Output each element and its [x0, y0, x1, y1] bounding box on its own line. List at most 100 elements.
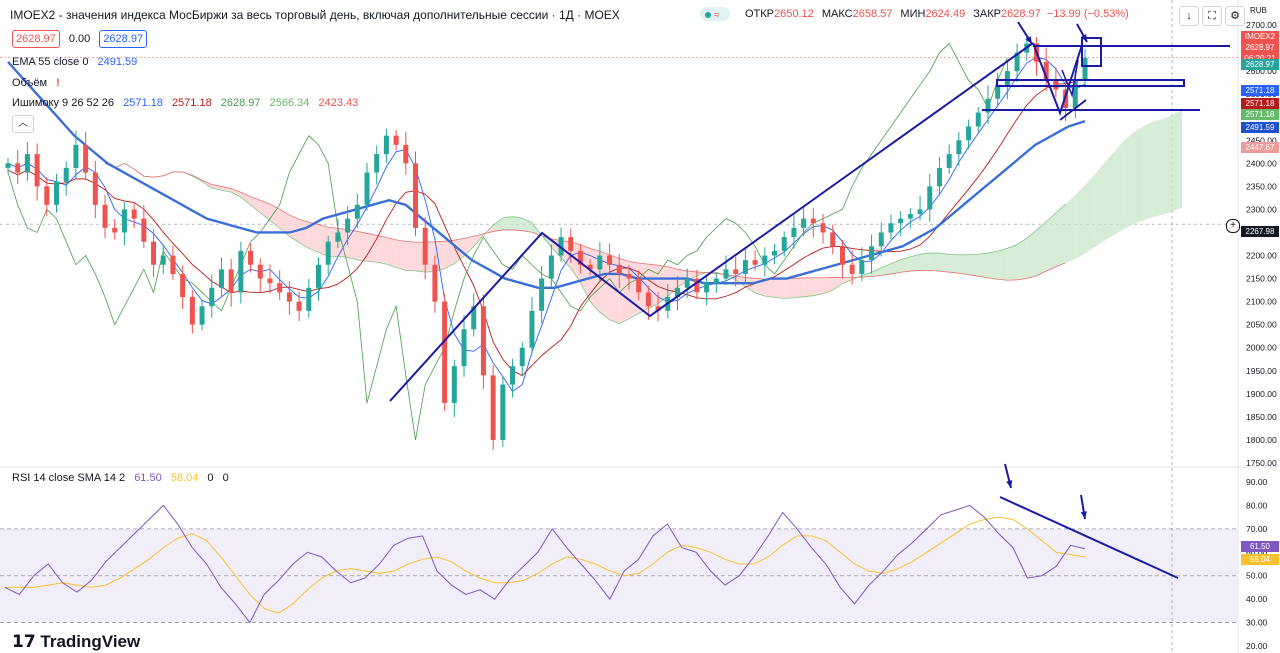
price-tick-label: 1750.00	[1246, 458, 1277, 468]
candle-body	[587, 264, 593, 270]
ichimoku-cloud-segment	[871, 267, 882, 277]
ichimoku-legend[interactable]: Ишимоку 9 26 52 26 2571.18 2571.18 2628.…	[12, 97, 364, 109]
candle-body	[248, 250, 254, 265]
rsi-value: 61.50	[134, 472, 162, 484]
candle-body	[24, 154, 30, 173]
ema-value: 2491.59	[97, 56, 138, 68]
ichimoku-cloud-segment	[1007, 244, 1018, 281]
low-value: 2624.49	[925, 8, 966, 20]
ichimoku-cloud-segment	[357, 231, 367, 262]
ichimoku-cloud-segment	[1162, 115, 1173, 215]
ichimoku-cloud-segment	[987, 251, 998, 280]
candle-body	[655, 306, 661, 311]
price-tick-label: 2400.00	[1246, 158, 1277, 168]
add-alert-plus-icon[interactable]: +	[1226, 219, 1240, 233]
ichimoku-cloud-segment	[1065, 195, 1076, 263]
candle-body	[160, 255, 166, 265]
volume-legend[interactable]: Объём !	[12, 77, 66, 89]
candle-body	[422, 227, 428, 265]
ichimoku-chikou: 2628.97	[220, 97, 261, 109]
price-tick-label: 2350.00	[1246, 181, 1277, 191]
ichimoku-cloud-segment	[221, 186, 232, 193]
candle-body	[510, 366, 516, 385]
candle-body	[432, 264, 438, 302]
ichimoku-cloud-segment	[260, 200, 270, 221]
candle-body	[684, 278, 690, 288]
candle-body	[15, 163, 21, 173]
currency-label: RUB	[1250, 6, 1267, 15]
price-tag: 2571.18	[1241, 98, 1279, 109]
candle-body	[529, 310, 535, 348]
candle-body	[742, 260, 748, 274]
candle-body	[1043, 61, 1049, 81]
price-tick-label: 2600.00	[1246, 66, 1277, 76]
ichimoku-cloud-segment	[803, 277, 814, 297]
ichimoku-cloud-segment	[813, 277, 824, 296]
support-slope-line	[1059, 99, 1087, 121]
ichimoku-cloud-segment	[881, 263, 891, 276]
candle-body	[54, 181, 60, 205]
tenkan-line	[7, 56, 1086, 393]
open-value: 2650.12	[774, 8, 814, 20]
price-tick-label: 2050.00	[1246, 320, 1277, 330]
price-tag: 2628.97	[1241, 59, 1279, 70]
ichimoku-cloud-segment	[396, 239, 406, 271]
arrow-down-icon[interactable]: ↓	[1179, 6, 1199, 26]
fullscreen-icon[interactable]: ⛶	[1202, 6, 1222, 26]
ichimoku-cloud-segment	[949, 254, 959, 274]
ask-box[interactable]: 2628.97	[99, 30, 148, 48]
candle-body	[577, 250, 583, 265]
bid-box[interactable]: 2628.97	[12, 30, 60, 48]
candle-body	[616, 264, 622, 274]
collapse-legend-button[interactable]: ︿	[12, 115, 34, 133]
ema-legend[interactable]: EMA 55 close 0 2491.59	[12, 56, 143, 68]
candle-body	[539, 278, 545, 311]
candle-body	[228, 269, 234, 293]
candle-body	[461, 329, 467, 367]
ichimoku-cloud-segment	[658, 265, 668, 304]
candle-body	[781, 237, 787, 251]
candle-body	[752, 260, 758, 265]
rsi-value-tag: 61.50	[1241, 541, 1279, 552]
candle-body	[772, 250, 778, 256]
symbol-price-tag: IMOEX2	[1241, 31, 1279, 42]
ichimoku-cloud-segment	[289, 214, 300, 243]
ichimoku-cloud-segment	[522, 218, 532, 233]
candle-body	[121, 209, 127, 233]
rsi-legend[interactable]: RSI 14 close SMA 14 2 61.50 58.04 0 0	[12, 472, 235, 484]
candle-body	[849, 264, 855, 274]
tradingview-logo[interactable]: 𝟭𝟳 TradingView	[12, 632, 140, 652]
gear-icon[interactable]: ⚙	[1225, 6, 1245, 26]
rsi-sma-value: 58.04	[170, 472, 199, 484]
ichimoku-cloud-segment	[842, 277, 853, 284]
candle-body	[199, 306, 205, 325]
ichimoku-cloud-segment	[240, 192, 251, 205]
price-tick-label: 2450.00	[1246, 135, 1277, 145]
candle-body	[830, 232, 836, 247]
brand-name: TradingView	[40, 632, 141, 651]
candle-body	[44, 186, 50, 205]
candle-body	[364, 172, 370, 205]
ichimoku-cloud-segment	[939, 252, 950, 273]
candle-body	[209, 287, 215, 307]
annotation-arrow-icon-head	[1080, 511, 1087, 519]
candle-body	[878, 232, 884, 247]
candle-body	[112, 227, 118, 233]
candle-body	[131, 209, 137, 219]
candle-body	[946, 154, 952, 168]
ichimoku-cloud-segment	[764, 279, 775, 298]
price-tag: 06:20:21	[1241, 53, 1279, 64]
ichimoku-cloud-segment	[512, 216, 523, 231]
candle-body	[1072, 80, 1078, 108]
candle-body	[810, 218, 816, 224]
ichimoku-cloud-segment	[1114, 140, 1124, 235]
ichimoku-cloud-segment	[774, 279, 785, 299]
chart-header: IMOEX2 - значения индекса МосБиржи за ве…	[10, 8, 620, 22]
candle-body	[927, 186, 933, 210]
ichimoku-cloud-segment	[250, 196, 261, 213]
status-badges: ≈	[700, 7, 730, 21]
price-tick-label: 2000.00	[1246, 343, 1277, 353]
ichimoku-span-a: 2566.34	[269, 97, 310, 109]
price-tag: 2571.18	[1241, 109, 1279, 120]
candle-body	[636, 278, 642, 293]
